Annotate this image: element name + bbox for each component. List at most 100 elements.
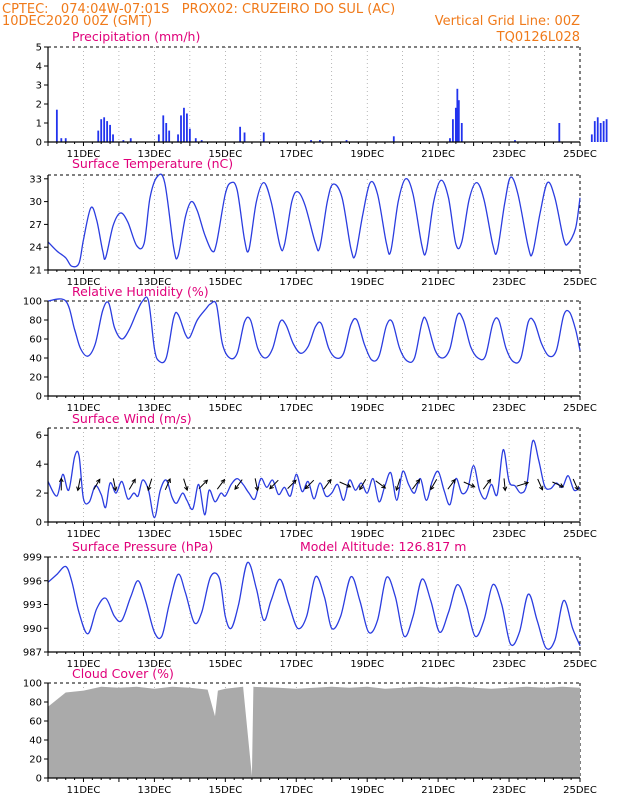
x-tick-label: 11DEC — [67, 785, 101, 796]
wind-arrow — [395, 478, 401, 492]
wind-arrow — [447, 478, 456, 490]
precip-bar — [112, 134, 114, 142]
wind-arrow — [304, 479, 315, 490]
x-tick-label: 19DEC — [350, 659, 384, 670]
wind-arrow — [552, 481, 565, 488]
x-tick-label: 19DEC — [350, 785, 384, 796]
wind-arrow — [234, 479, 243, 491]
wind-arrow — [287, 479, 297, 489]
x-tick-label: 23DEC — [492, 403, 526, 414]
x-tick-label: 17DEC — [279, 277, 313, 288]
x-tick-label: 19DEC — [350, 149, 384, 160]
header-grid-note: Vertical Grid Line: 00Z — [435, 14, 580, 29]
x-tick-label: 17DEC — [279, 529, 313, 540]
panel-1: Precipitation (mm/h) 0 1 2 3 4 5 11DEC 13DEC 15DE… — [36, 29, 608, 160]
panel-2: Surface Temperature (nC) 21 24 27 30 33 11DEC 1… — [29, 156, 597, 288]
precip-bar — [456, 88, 459, 142]
y-tick-label: 5 — [36, 43, 42, 54]
x-tick-label: 17DEC — [279, 149, 313, 160]
precip-bar — [605, 119, 608, 142]
wind-arrow — [339, 481, 352, 488]
panel-title: Precipitation (mm/h) — [72, 29, 200, 44]
y-tick-label: 24 — [29, 243, 42, 254]
precip-bar — [599, 123, 602, 142]
y-tick-label: 0 — [36, 138, 42, 149]
x-tick-label: 13DEC — [138, 149, 172, 160]
wind-arrow — [76, 478, 81, 492]
header-location: CPTEC: 074:04W-07:01S PROX02: CRUZEIRO D… — [2, 2, 395, 17]
wind-arrow — [183, 478, 189, 492]
wind-arrow — [112, 478, 118, 492]
precip-bar — [452, 119, 454, 142]
wind-arrow — [411, 478, 421, 490]
precip-bar — [345, 140, 348, 142]
y-tick-label: 40 — [29, 736, 42, 747]
header: CPTEC: 074:04W-07:01S PROX02: CRUZEIRO D… — [2, 2, 580, 45]
x-tick-label: 21DEC — [421, 529, 455, 540]
x-tick-label: 15DEC — [208, 403, 242, 414]
y-tick-label: 993 — [23, 600, 42, 611]
wind-arrow — [463, 481, 476, 488]
x-tick-label: 11DEC — [67, 403, 101, 414]
precip-bar — [239, 126, 242, 142]
precip-bar — [602, 121, 605, 142]
wind-arrow — [198, 479, 209, 489]
x-tick-label: 23DEC — [492, 529, 526, 540]
panel-3: Relative Humidity (%) 0 20 40 60 80 100 11DEC 13… — [23, 284, 597, 414]
wind-arrow — [254, 478, 260, 492]
wind-arrow — [269, 479, 279, 490]
panel-4: Surface Wind (m/s) 0 2 4 6 11DEC 13DEC 15DEC 17D… — [36, 411, 597, 540]
precip-bar — [310, 140, 312, 142]
y-tick-label: 100 — [23, 297, 42, 308]
precip-bar — [590, 134, 593, 142]
y-tick-label: 2 — [36, 489, 42, 500]
precip-bar — [319, 140, 321, 142]
precip-bar — [106, 121, 109, 142]
x-tick-label: 15DEC — [208, 149, 242, 160]
panel-annotation: Model Altitude: 126.817 m — [300, 539, 466, 554]
x-tick-label: 25DEC — [563, 659, 597, 670]
wind-arrow — [430, 479, 438, 491]
y-tick-label: 20 — [29, 373, 42, 384]
panel-title: Cloud Cover (%) — [72, 666, 174, 681]
y-tick-label: 40 — [29, 354, 42, 365]
panel-title: Surface Pressure (hPa) — [72, 539, 213, 554]
precip-bar — [109, 124, 111, 142]
y-tick-label: 30 — [29, 197, 42, 208]
x-tick-label: 11DEC — [67, 529, 101, 540]
wind-arrow — [502, 478, 508, 492]
y-tick-label: 987 — [23, 648, 42, 659]
x-tick-label: 15DEC — [208, 529, 242, 540]
y-tick-label: 80 — [29, 698, 42, 709]
x-tick-label: 21DEC — [421, 149, 455, 160]
wind-arrow — [516, 481, 530, 487]
x-tick-label: 13DEC — [138, 277, 172, 288]
y-tick-label: 990 — [23, 624, 42, 635]
wind-arrow — [572, 478, 579, 491]
precip-bar — [97, 130, 100, 142]
y-tick-label: 4 — [36, 62, 42, 73]
wind-arrow — [482, 478, 492, 490]
y-tick-label: 0 — [36, 774, 42, 785]
x-tick-label: 23DEC — [492, 149, 526, 160]
x-tick-label: 25DEC — [563, 149, 597, 160]
panel-title: Surface Temperature (nC) — [72, 156, 233, 171]
precip-bar — [200, 140, 203, 142]
y-tick-label: 999 — [23, 553, 42, 564]
x-tick-label: 17DEC — [279, 659, 313, 670]
y-tick-label: 996 — [23, 576, 42, 587]
x-tick-label: 25DEC — [563, 403, 597, 414]
x-tick-label: 21DEC — [421, 277, 455, 288]
x-tick-label: 23DEC — [492, 785, 526, 796]
precip-bar — [157, 134, 160, 142]
wind-arrow — [146, 478, 153, 492]
precip-bar — [243, 132, 246, 142]
precip-bar — [168, 130, 171, 142]
x-tick-label: 11DEC — [67, 149, 101, 160]
precip-bar — [55, 109, 58, 142]
x-tick-label: 17DEC — [279, 403, 313, 414]
x-tick-label: 21DEC — [421, 403, 455, 414]
y-tick-label: 27 — [29, 220, 42, 231]
x-tick-label: 15DEC — [208, 277, 242, 288]
wind-arrow — [216, 478, 226, 490]
